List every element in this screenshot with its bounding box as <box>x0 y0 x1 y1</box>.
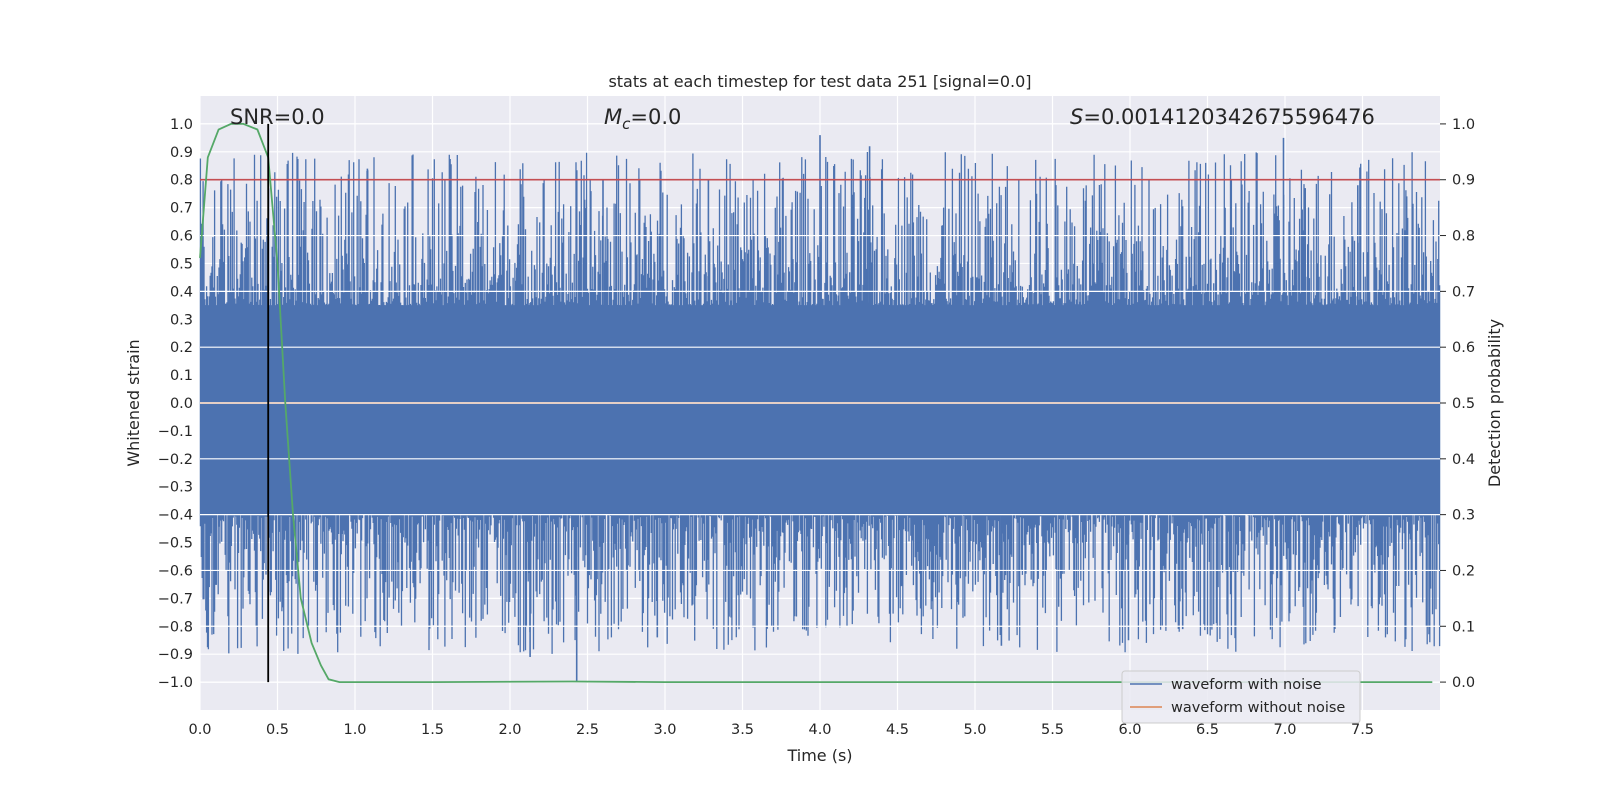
legend-label-clean: waveform without noise <box>1171 700 1345 716</box>
s-symbol: S <box>1070 105 1083 129</box>
noise-extreme-spikes <box>366 135 1359 683</box>
legend-box <box>1121 670 1361 724</box>
x-tick-label: 6.0 <box>1118 722 1141 738</box>
x-tick-label: 0.5 <box>266 722 289 738</box>
x-tick-label: 0.0 <box>188 722 211 738</box>
left-tick-label: 0.6 <box>170 229 193 245</box>
x-tick-label: 7.0 <box>1273 722 1296 738</box>
s-annotation: S=0.0014120342675596476 <box>1070 105 1375 129</box>
series-waveform-with-noise <box>199 135 1441 683</box>
right-tick-label: 0.9 <box>1452 173 1475 189</box>
mc-subscript: c <box>622 115 631 133</box>
left-tick-label: 0.5 <box>170 256 193 272</box>
left-tick-label: 0.0 <box>170 396 193 412</box>
x-tick-label: 3.0 <box>653 722 676 738</box>
right-axis-label: Detection probability <box>1485 319 1504 487</box>
left-tick-label: −0.8 <box>158 619 193 635</box>
right-tick-label: 0.0 <box>1452 675 1475 691</box>
left-tick-label: −0.1 <box>158 424 193 440</box>
series-detection-probability <box>199 123 1433 683</box>
left-tick-label: 0.4 <box>170 284 193 300</box>
mc-annotation: Mc=0.0 <box>604 105 681 133</box>
right-tick-label: 0.4 <box>1452 452 1475 468</box>
right-tick-label: 0.3 <box>1452 508 1475 524</box>
right-tick-label: 0.2 <box>1452 563 1475 579</box>
x-tick-label: 5.5 <box>1041 722 1064 738</box>
mc-value: =0.0 <box>630 105 681 129</box>
mc-symbol: M <box>604 105 622 129</box>
legend-label-noise: waveform with noise <box>1171 677 1322 693</box>
left-axis-ticks: 1.0 0.9 0.8 0.7 0.6 0.5 0.4 0.3 0.2 0.1 0.0 −0.1 −0.… <box>158 117 193 691</box>
left-tick-label: 0.9 <box>170 145 193 161</box>
x-tick-label: 3.5 <box>731 722 754 738</box>
snr-annotation: SNR=0.0 <box>230 105 325 129</box>
left-tick-label: −0.5 <box>158 536 193 552</box>
left-tick-label: 0.2 <box>170 340 193 356</box>
s-value: =0.0014120342675596476 <box>1083 105 1375 129</box>
x-tick-label: 4.0 <box>808 722 831 738</box>
x-tick-label: 1.5 <box>421 722 444 738</box>
left-tick-label: −0.4 <box>158 508 193 524</box>
right-tick-label: 0.8 <box>1452 229 1475 245</box>
x-axis-ticks: 0.0 0.5 1.0 1.5 2.0 2.5 3.0 3.5 4.0 4.5 5.0 5.5 6.0 6… <box>188 722 1374 738</box>
left-tick-label: −0.3 <box>158 480 193 496</box>
right-tick-label: 1.0 <box>1452 117 1475 133</box>
left-tick-label: 1.0 <box>170 117 193 133</box>
left-tick-label: −0.6 <box>158 563 193 579</box>
left-tick-label: 0.1 <box>170 368 193 384</box>
x-tick-label: 5.0 <box>963 722 986 738</box>
x-tick-label: 2.0 <box>498 722 521 738</box>
legend: waveform with noise waveform without noi… <box>1121 670 1361 724</box>
left-axis-label: Whitened strain <box>124 339 143 466</box>
right-tick-label: 0.1 <box>1452 619 1475 635</box>
right-tick-label: 0.7 <box>1452 284 1475 300</box>
right-tick-label: 0.5 <box>1452 396 1475 412</box>
left-tick-label: −0.2 <box>158 452 193 468</box>
left-tick-label: −0.7 <box>158 591 193 607</box>
left-tick-label: 0.7 <box>170 201 193 217</box>
x-tick-label: 6.5 <box>1196 722 1219 738</box>
left-tick-label: 0.8 <box>170 173 193 189</box>
left-tick-label: −1.0 <box>158 675 193 691</box>
x-tick-label: 1.0 <box>343 722 366 738</box>
x-tick-label: 7.5 <box>1351 722 1374 738</box>
noise-spikes <box>199 152 1441 654</box>
left-tick-label: 0.3 <box>170 312 193 328</box>
right-axis-ticks: 1.0 0.9 0.8 0.7 0.6 0.5 0.4 0.3 0.2 0.1 0.0 <box>1440 117 1475 691</box>
x-tick-label: 2.5 <box>576 722 599 738</box>
chart-title: stats at each timestep for test data 251… <box>608 72 1031 91</box>
right-tick-label: 0.6 <box>1452 340 1475 356</box>
x-tick-label: 4.5 <box>886 722 909 738</box>
x-axis-label: Time (s) <box>786 746 852 765</box>
left-tick-label: −0.9 <box>158 647 193 663</box>
